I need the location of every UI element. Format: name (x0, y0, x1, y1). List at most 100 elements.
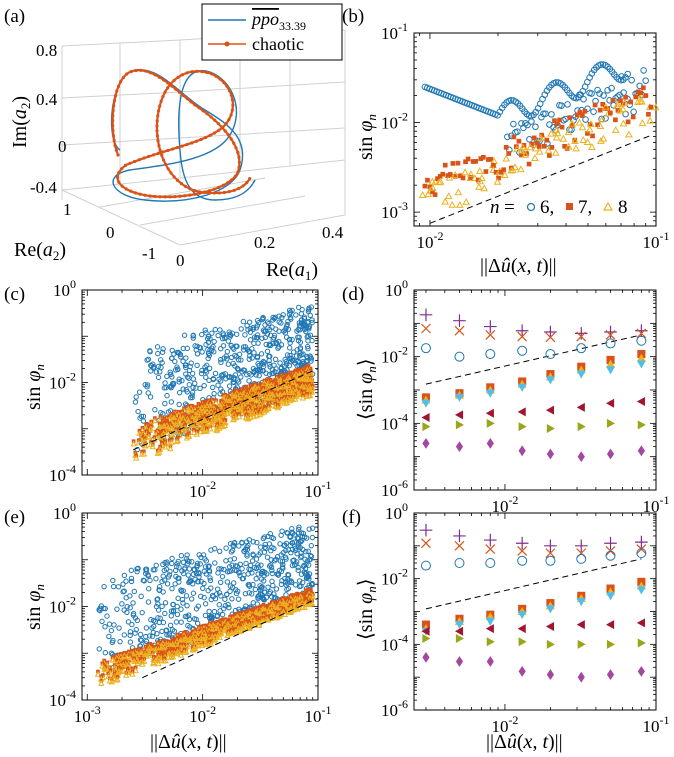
b-point-n6 (510, 120, 517, 128)
b-point-n7 (613, 117, 618, 123)
e-point-blue (175, 595, 181, 602)
c-point-blue (148, 368, 154, 374)
a-chaotic-point (168, 195, 172, 199)
d-marker-triangle-right (422, 422, 431, 432)
c-point-blue (189, 394, 195, 401)
b-point-n8 (611, 126, 620, 133)
b-point-n6 (618, 73, 625, 80)
b-point-n8 (598, 115, 606, 123)
c-point-blue (184, 389, 190, 395)
c-point-blue (297, 339, 304, 345)
c-point-yellow (290, 378, 297, 385)
b-point-n7 (638, 90, 644, 96)
e-point-blue (212, 560, 218, 566)
b-point-n6 (584, 105, 591, 113)
c-point-blue (215, 382, 221, 388)
a-chaotic-point (217, 128, 221, 132)
a-chaotic-point (197, 190, 202, 194)
c-point-blue (286, 345, 293, 351)
c-point-yellow (263, 395, 271, 402)
b-point-n6 (558, 102, 565, 109)
a-xtick-0: 0 (176, 251, 185, 270)
a-chaotic-point (190, 141, 194, 145)
e-point-blue (167, 622, 174, 629)
d-marker-diamond (518, 445, 526, 457)
d-marker-plus (574, 327, 588, 340)
c-point-yellow (200, 423, 207, 430)
a-chaotic-point (157, 75, 162, 79)
a-chaotic-point (245, 181, 249, 185)
a-chaotic-point (221, 183, 225, 187)
a-chaotic-point (173, 195, 177, 199)
a-chaotic-point (209, 115, 213, 119)
b-point-n7 (468, 175, 473, 180)
c-point-yellow (212, 399, 220, 406)
a-ytick-0: 1 (63, 200, 72, 219)
e-point-blue (145, 573, 152, 579)
d-data (419, 308, 648, 463)
e-point-blue (203, 571, 209, 577)
b-point-n8 (651, 103, 660, 111)
b-point-n6 (642, 77, 649, 84)
c-point-yellow (270, 394, 278, 400)
e-point-blue (205, 564, 212, 570)
c-point-blue (174, 364, 180, 370)
a-chaotic-point (205, 70, 209, 75)
b-ylabel: sin φn (355, 114, 379, 160)
a-chaotic-point (139, 68, 143, 72)
e-point-blue (242, 546, 249, 553)
e-point-blue (244, 551, 250, 557)
d-marker-triangle-down (454, 393, 464, 402)
b-point-n8 (475, 182, 483, 190)
e-point-blue (170, 601, 176, 608)
b-point-n7 (422, 183, 428, 189)
c-point-blue (157, 357, 164, 363)
c-point-yellow (280, 396, 288, 403)
e-point-blue (244, 553, 250, 559)
b-point-n8 (489, 166, 498, 174)
a-chaotic-point (147, 154, 151, 159)
b-point-n6 (564, 101, 571, 108)
c-point-yellow (285, 374, 292, 381)
e-point-blue (181, 566, 188, 572)
e-point-blue (249, 591, 255, 597)
e-point-blue (252, 586, 259, 593)
b-frame (413, 32, 657, 227)
e-point-blue (153, 576, 159, 582)
c-point-blue (218, 345, 224, 352)
e-point-blue (129, 621, 135, 628)
a-chaotic-point (195, 69, 199, 73)
e-point-blue (295, 567, 301, 573)
e-point-blue (236, 543, 242, 549)
e-point-blue (169, 555, 175, 562)
e-point-blue (228, 549, 235, 555)
b-point-n6 (588, 90, 595, 97)
e-point-blue (197, 561, 203, 567)
e-point-yellow (221, 624, 229, 631)
a-chaotic-point (248, 176, 252, 181)
e-point-blue (292, 582, 299, 588)
a-chaotic-point (214, 74, 218, 78)
e-point-yellow (246, 610, 253, 616)
c-point-yellow (132, 454, 140, 461)
e-point-blue (154, 630, 160, 637)
e-point-yellow (276, 612, 283, 619)
c-point-blue (294, 328, 300, 334)
a-chaotic-point (237, 160, 241, 164)
e-point-blue (300, 579, 306, 586)
c-point-blue (218, 359, 224, 366)
c-point-blue (147, 394, 154, 400)
e-point-yellow (302, 599, 310, 606)
d-marker-triangle-right (518, 422, 527, 432)
c-point-blue (210, 376, 217, 383)
e-point-blue (128, 567, 135, 574)
c-point-yellow (232, 403, 240, 410)
b-point-n7 (447, 172, 453, 177)
c-point-blue (279, 314, 285, 321)
b-point-n6 (596, 90, 603, 97)
a-chaotic-point (163, 90, 167, 94)
panel-label-a: (a) (4, 6, 25, 27)
a-chaotic-point (128, 161, 132, 165)
c-point-yellow (252, 409, 259, 416)
a-chaotic-point (142, 156, 146, 160)
